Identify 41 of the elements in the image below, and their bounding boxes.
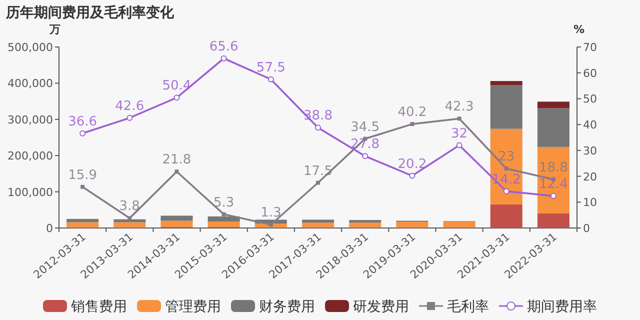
y-tick-label: 0 xyxy=(46,222,53,235)
y-tick-label: 300,000 xyxy=(8,113,53,126)
y2-tick-label: 20 xyxy=(583,170,597,184)
data-label: 1.3 xyxy=(260,206,282,221)
data-label: 50.4 xyxy=(162,78,192,94)
data-label: 57.5 xyxy=(256,60,286,76)
data-label: 15.9 xyxy=(68,168,98,183)
data-label: 12.4 xyxy=(538,176,568,192)
data-label: 42.6 xyxy=(115,98,144,114)
y2-tick-label: 50 xyxy=(583,92,597,106)
y2-tick-label: 0 xyxy=(583,222,590,235)
legend-label: 销售费用 xyxy=(70,299,127,315)
data-label: 36.6 xyxy=(68,114,98,130)
data-label: 42.3 xyxy=(444,100,474,115)
legend-label: 研发费用 xyxy=(353,299,409,315)
legend-label: 财务费用 xyxy=(259,299,315,315)
y-tick-label: 500,000 xyxy=(8,41,53,54)
data-label: 20.2 xyxy=(398,156,427,172)
y-axis-title: 万 xyxy=(48,23,60,36)
y2-axis-title: % xyxy=(573,23,585,36)
legend-label: 期间费用率 xyxy=(527,299,597,315)
y2-tick-label: 10 xyxy=(583,196,597,210)
chart-title: 历年期间费用及毛利率变化 xyxy=(5,4,175,21)
y2-tick-label: 30 xyxy=(583,144,597,158)
data-label: 34.5 xyxy=(350,120,380,135)
legend-label: 毛利率 xyxy=(447,299,489,315)
data-label: 3.8 xyxy=(119,199,140,214)
y-tick-label: 400,000 xyxy=(8,77,53,90)
legend-label: 管理费用 xyxy=(165,299,221,315)
data-label: 40.2 xyxy=(398,105,427,120)
data-label: 21.8 xyxy=(162,152,192,168)
y-tick-label: 200,000 xyxy=(8,150,53,163)
data-label: 5.3 xyxy=(213,195,234,210)
y2-tick-label: 70 xyxy=(583,41,597,54)
data-label: 18.8 xyxy=(538,160,568,176)
data-label: 23 xyxy=(498,150,515,165)
y2-tick-label: 40 xyxy=(583,118,597,132)
data-label: 65.6 xyxy=(209,39,238,54)
y-tick-label: 100,000 xyxy=(8,186,53,199)
data-label: 32 xyxy=(451,126,468,142)
y2-tick-label: 60 xyxy=(583,66,597,80)
